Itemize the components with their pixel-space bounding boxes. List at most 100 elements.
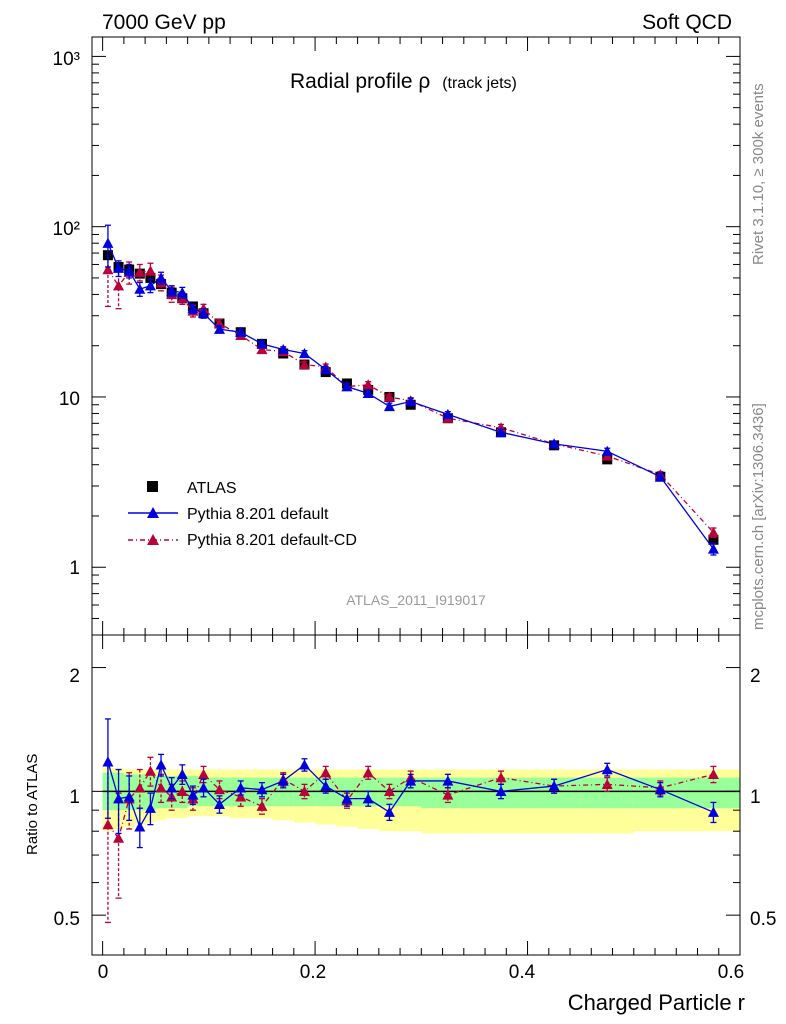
- pythia-default-ratio-marker: [134, 821, 146, 832]
- ratio-data-marks: [102, 718, 719, 924]
- pythia-cd-ratio-marker: [320, 767, 332, 778]
- pythia-cd-ratio-marker: [213, 784, 225, 795]
- pythia-default-marker: [102, 237, 114, 248]
- legend-atlas-label: ATLAS: [187, 480, 237, 497]
- pythia-default-ratio-marker: [277, 775, 289, 786]
- atlas-data-point: [708, 534, 719, 545]
- pythia-default-marker: [144, 280, 156, 291]
- pythia-cd-marker: [113, 280, 125, 291]
- legend-pythia-cd-label: Pythia 8.201 default-CD: [187, 532, 357, 549]
- pythia-default-marker: [601, 445, 613, 456]
- pythia-cd-ratio-marker: [383, 785, 395, 797]
- pythia-cd-ratio-marker: [134, 782, 146, 793]
- pythia-cd-ratio-marker: [256, 800, 268, 811]
- pythia-default-ratio-marker: [102, 756, 114, 767]
- plot-title-main: Radial profile ρ: [290, 70, 430, 93]
- ratio-y-tick-label-1-right: 1: [750, 787, 761, 808]
- ratio-y-axis-label: Ratio to ATLAS: [24, 754, 41, 855]
- pythia-cd-ratio-marker: [362, 767, 374, 778]
- pythia-cd-marker: [298, 359, 310, 370]
- pythia-default-ratio-marker: [654, 784, 666, 795]
- pythia-cd-marker: [102, 264, 114, 275]
- x-tick-label-0.2: 0.2: [300, 962, 326, 983]
- pythia-default-ratio-marker: [166, 782, 178, 793]
- pythia-cd-marker: [362, 379, 374, 390]
- pythia-default-marker: [654, 471, 666, 482]
- x-tick-label-0: 0: [98, 962, 109, 983]
- pythia-default-ratio-marker: [198, 782, 210, 793]
- pythia-default-marker: [213, 323, 225, 334]
- pythia-default-ratio-marker: [320, 780, 332, 791]
- pythia-default-ratio-marker: [442, 775, 454, 786]
- pythia-cd-ratio-marker: [495, 772, 507, 783]
- legend-atlas-marker: [147, 481, 158, 492]
- ratio-axis-ticks: [92, 667, 740, 956]
- ratio-y-tick-label-0.5-right: 0.5: [750, 909, 776, 930]
- header-left-label: 7000 GeV pp: [102, 11, 226, 34]
- x-tick-label-0.4: 0.4: [509, 962, 536, 983]
- pythia-default-marker: [166, 285, 178, 296]
- pythia-cd-ratio-marker: [298, 785, 310, 797]
- pythia-cd-marker: [144, 265, 156, 276]
- rivet-label: Rivet 3.1.10, ≥ 300k events: [750, 83, 767, 265]
- header-right-label: Soft QCD: [642, 11, 732, 34]
- pythia-cd-ratio-marker: [235, 791, 247, 802]
- pythia-default-marker: [256, 338, 268, 349]
- pythia-cd-ratio-marker: [601, 778, 613, 790]
- y-tick-label-1: 1: [69, 558, 80, 579]
- pythia-cd-ratio-marker: [707, 768, 719, 780]
- pythia-default-ratio-marker: [113, 793, 125, 804]
- green-band-bin: [145, 774, 156, 811]
- plot-title: Radial profile ρ (track jets): [290, 70, 517, 93]
- pythia-default-marker: [548, 438, 560, 449]
- x-axis-label: Charged Particle r: [568, 990, 745, 1015]
- y-tick-label-1000: 10³: [53, 49, 80, 70]
- pythia-cd-ratio-marker: [102, 819, 114, 830]
- pythia-cd-marker: [383, 391, 395, 402]
- pythia-default-marker: [277, 343, 289, 355]
- legend: ATLAS Pythia 8.201 default Pythia 8.201 …: [128, 480, 357, 549]
- main-axis-ticks: [92, 37, 741, 955]
- pythia-cd-ratio-marker: [113, 832, 125, 843]
- pythia-default-marker: [176, 287, 188, 298]
- pythia-default-ratio-marker: [123, 791, 135, 802]
- pythia-default-marker: [707, 543, 719, 554]
- pythia-cd-marker: [134, 266, 146, 277]
- pythia-default-ratio-marker: [144, 802, 156, 813]
- ratio-panel-frame: [91, 634, 741, 956]
- pythia-cd-ratio-marker: [442, 789, 454, 800]
- plot-title-sub: (track jets): [442, 75, 517, 92]
- pythia-default-ratio-marker: [405, 775, 417, 786]
- pythia-default-ratio-marker: [341, 793, 353, 804]
- pythia-default-ratio-marker: [383, 806, 395, 817]
- legend-pythia-cd-marker: [147, 534, 159, 545]
- pythia-default-marker: [442, 408, 454, 420]
- pythia-default-marker: [123, 265, 135, 276]
- pythia-cd-ratio-marker: [144, 765, 156, 776]
- legend-pythia-default-label: Pythia 8.201 default: [187, 506, 329, 523]
- pythia-default-ratio-marker: [176, 768, 188, 780]
- pythia-default-marker: [235, 326, 247, 337]
- y-tick-label-10: 10: [59, 389, 80, 410]
- ratio-y-tick-label-2-right: 2: [750, 666, 761, 687]
- main-data-marks: [102, 224, 719, 556]
- pythia-default-marker: [113, 262, 125, 273]
- ratio-y-tick-label-2: 2: [69, 666, 80, 687]
- ratio-y-tick-label-0.5: 0.5: [54, 909, 80, 930]
- pythia-cd-marker: [256, 343, 268, 355]
- pythia-cd-marker: [707, 526, 719, 538]
- pythia-default-ratio-marker: [187, 789, 199, 800]
- pythia-default-marker: [383, 400, 395, 412]
- pythia-default-marker: [405, 396, 417, 407]
- pythia-default-ratio-marker: [601, 764, 613, 775]
- pythia-default-ratio-line: [107, 761, 714, 829]
- pythia-default-marker: [198, 307, 210, 318]
- atlas-data-point: [145, 272, 156, 283]
- pythia-default-marker: [134, 283, 146, 294]
- pythia-default-ratio-marker: [548, 780, 560, 791]
- pythia-default-ratio-marker: [298, 759, 310, 770]
- pythia-cd-ratio-marker: [198, 768, 210, 780]
- legend-pythia-default-marker: [147, 507, 159, 518]
- pythia-default-ratio-marker: [213, 798, 225, 809]
